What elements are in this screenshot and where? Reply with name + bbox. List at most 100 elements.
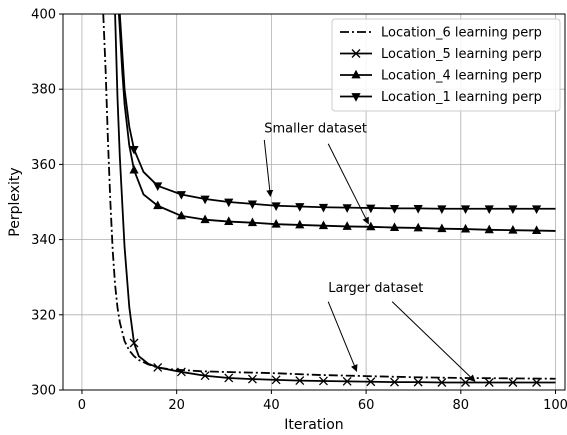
series-3 (117, 14, 556, 234)
data-point (129, 338, 139, 348)
x-marker-stroke (271, 375, 281, 385)
x-tick-label: 40 (263, 398, 280, 413)
data-point (532, 378, 542, 387)
data-point (389, 222, 400, 231)
plot-frame (62, 13, 566, 391)
x-axis-label: Iteration (284, 417, 343, 431)
annotation-arrow (327, 301, 358, 372)
x-marker-stroke (366, 377, 376, 387)
y-tick-label: 340 (31, 233, 56, 248)
legend-item: Location_1 learning perp (340, 90, 542, 105)
data-point (153, 362, 163, 372)
data-point (318, 220, 329, 230)
x-tick-label: 20 (168, 398, 185, 413)
data-point (271, 202, 281, 211)
x-marker-stroke (319, 376, 328, 386)
legend-item: Location_5 learning perp (340, 47, 542, 62)
data-point (271, 375, 281, 385)
data-point (342, 376, 352, 386)
annotation-text: Smaller dataset (264, 121, 367, 136)
annotation-arrow (263, 139, 274, 198)
data-point (295, 203, 305, 212)
legend-label: Location_4 learning perp (381, 69, 542, 84)
y-axis-label: Perplexity (7, 167, 23, 236)
x-marker-stroke (351, 49, 361, 58)
y-tick-label: 400 (31, 8, 56, 23)
data-point (366, 204, 376, 214)
data-point (200, 371, 210, 381)
data-point (413, 222, 423, 232)
data-point (389, 204, 400, 214)
x-marker-stroke (224, 373, 234, 383)
data-point (508, 205, 518, 214)
legend-marker (351, 93, 361, 102)
data-point (295, 219, 305, 229)
x-marker-stroke (247, 374, 257, 384)
data-point (176, 191, 186, 200)
x-marker-stroke (295, 376, 305, 386)
data-point (342, 221, 352, 230)
x-marker-stroke (508, 378, 518, 387)
y-tick-label: 360 (31, 158, 56, 173)
data-point (366, 221, 376, 231)
y-tick-label: 320 (31, 308, 56, 323)
x-marker-stroke (129, 338, 139, 348)
data-point (460, 205, 471, 214)
data-point (318, 203, 329, 213)
legend-box (331, 18, 561, 112)
data-point (413, 377, 423, 387)
x-marker-stroke (176, 367, 186, 377)
data-point (484, 224, 494, 234)
y-tick-label: 380 (31, 83, 56, 98)
data-point (295, 376, 305, 386)
data-point (200, 195, 210, 205)
data-point (247, 200, 258, 210)
data-point (224, 373, 234, 383)
x-tick-label: 60 (358, 398, 375, 413)
series-layer (102, 14, 556, 387)
data-point (437, 205, 447, 214)
annotation-1: Smaller dataset (263, 121, 369, 225)
data-point (437, 378, 447, 387)
data-point (342, 204, 352, 213)
legend-marker (351, 49, 361, 58)
x-marker-stroke (484, 378, 494, 387)
annotation-layer: Smaller dataset Larger dataset (263, 121, 476, 382)
x-marker-stroke (437, 378, 447, 387)
data-point (390, 377, 399, 387)
data-point (176, 367, 186, 377)
x-marker-stroke (342, 376, 352, 386)
legend-item: Location_4 learning perp (340, 69, 542, 84)
data-point (508, 225, 518, 234)
data-point (153, 200, 163, 210)
data-point (531, 205, 542, 214)
data-point (271, 218, 281, 228)
legend-item: Location_6 learning perp (340, 26, 542, 41)
data-point (319, 376, 328, 386)
annotation-arrow (391, 301, 476, 382)
annotation-arrow (327, 143, 369, 225)
data-point (224, 198, 234, 208)
axes: 0 20 40 60 80 100 300 320 340 360 380 400 Iteration P… (7, 8, 567, 434)
data-point (413, 204, 423, 214)
data-point (153, 182, 163, 192)
data-point (129, 164, 139, 174)
legend-marker (351, 69, 361, 79)
x-marker-stroke (200, 371, 210, 381)
data-point (460, 223, 471, 233)
data-point (200, 214, 210, 224)
data-point (129, 145, 139, 155)
legend: Location_6 learning perp Location_5 learn… (331, 18, 561, 112)
annotation-2: Larger dataset (327, 281, 476, 382)
data-point (247, 217, 258, 227)
data-point (224, 216, 234, 225)
legend-label: Location_1 learning perp (381, 90, 542, 105)
x-tick-label: 100 (543, 398, 567, 413)
y-tick-label: 300 (31, 384, 56, 399)
data-point (366, 377, 376, 387)
data-point (484, 205, 494, 214)
data-point (508, 378, 518, 387)
x-marker-stroke (413, 377, 423, 387)
